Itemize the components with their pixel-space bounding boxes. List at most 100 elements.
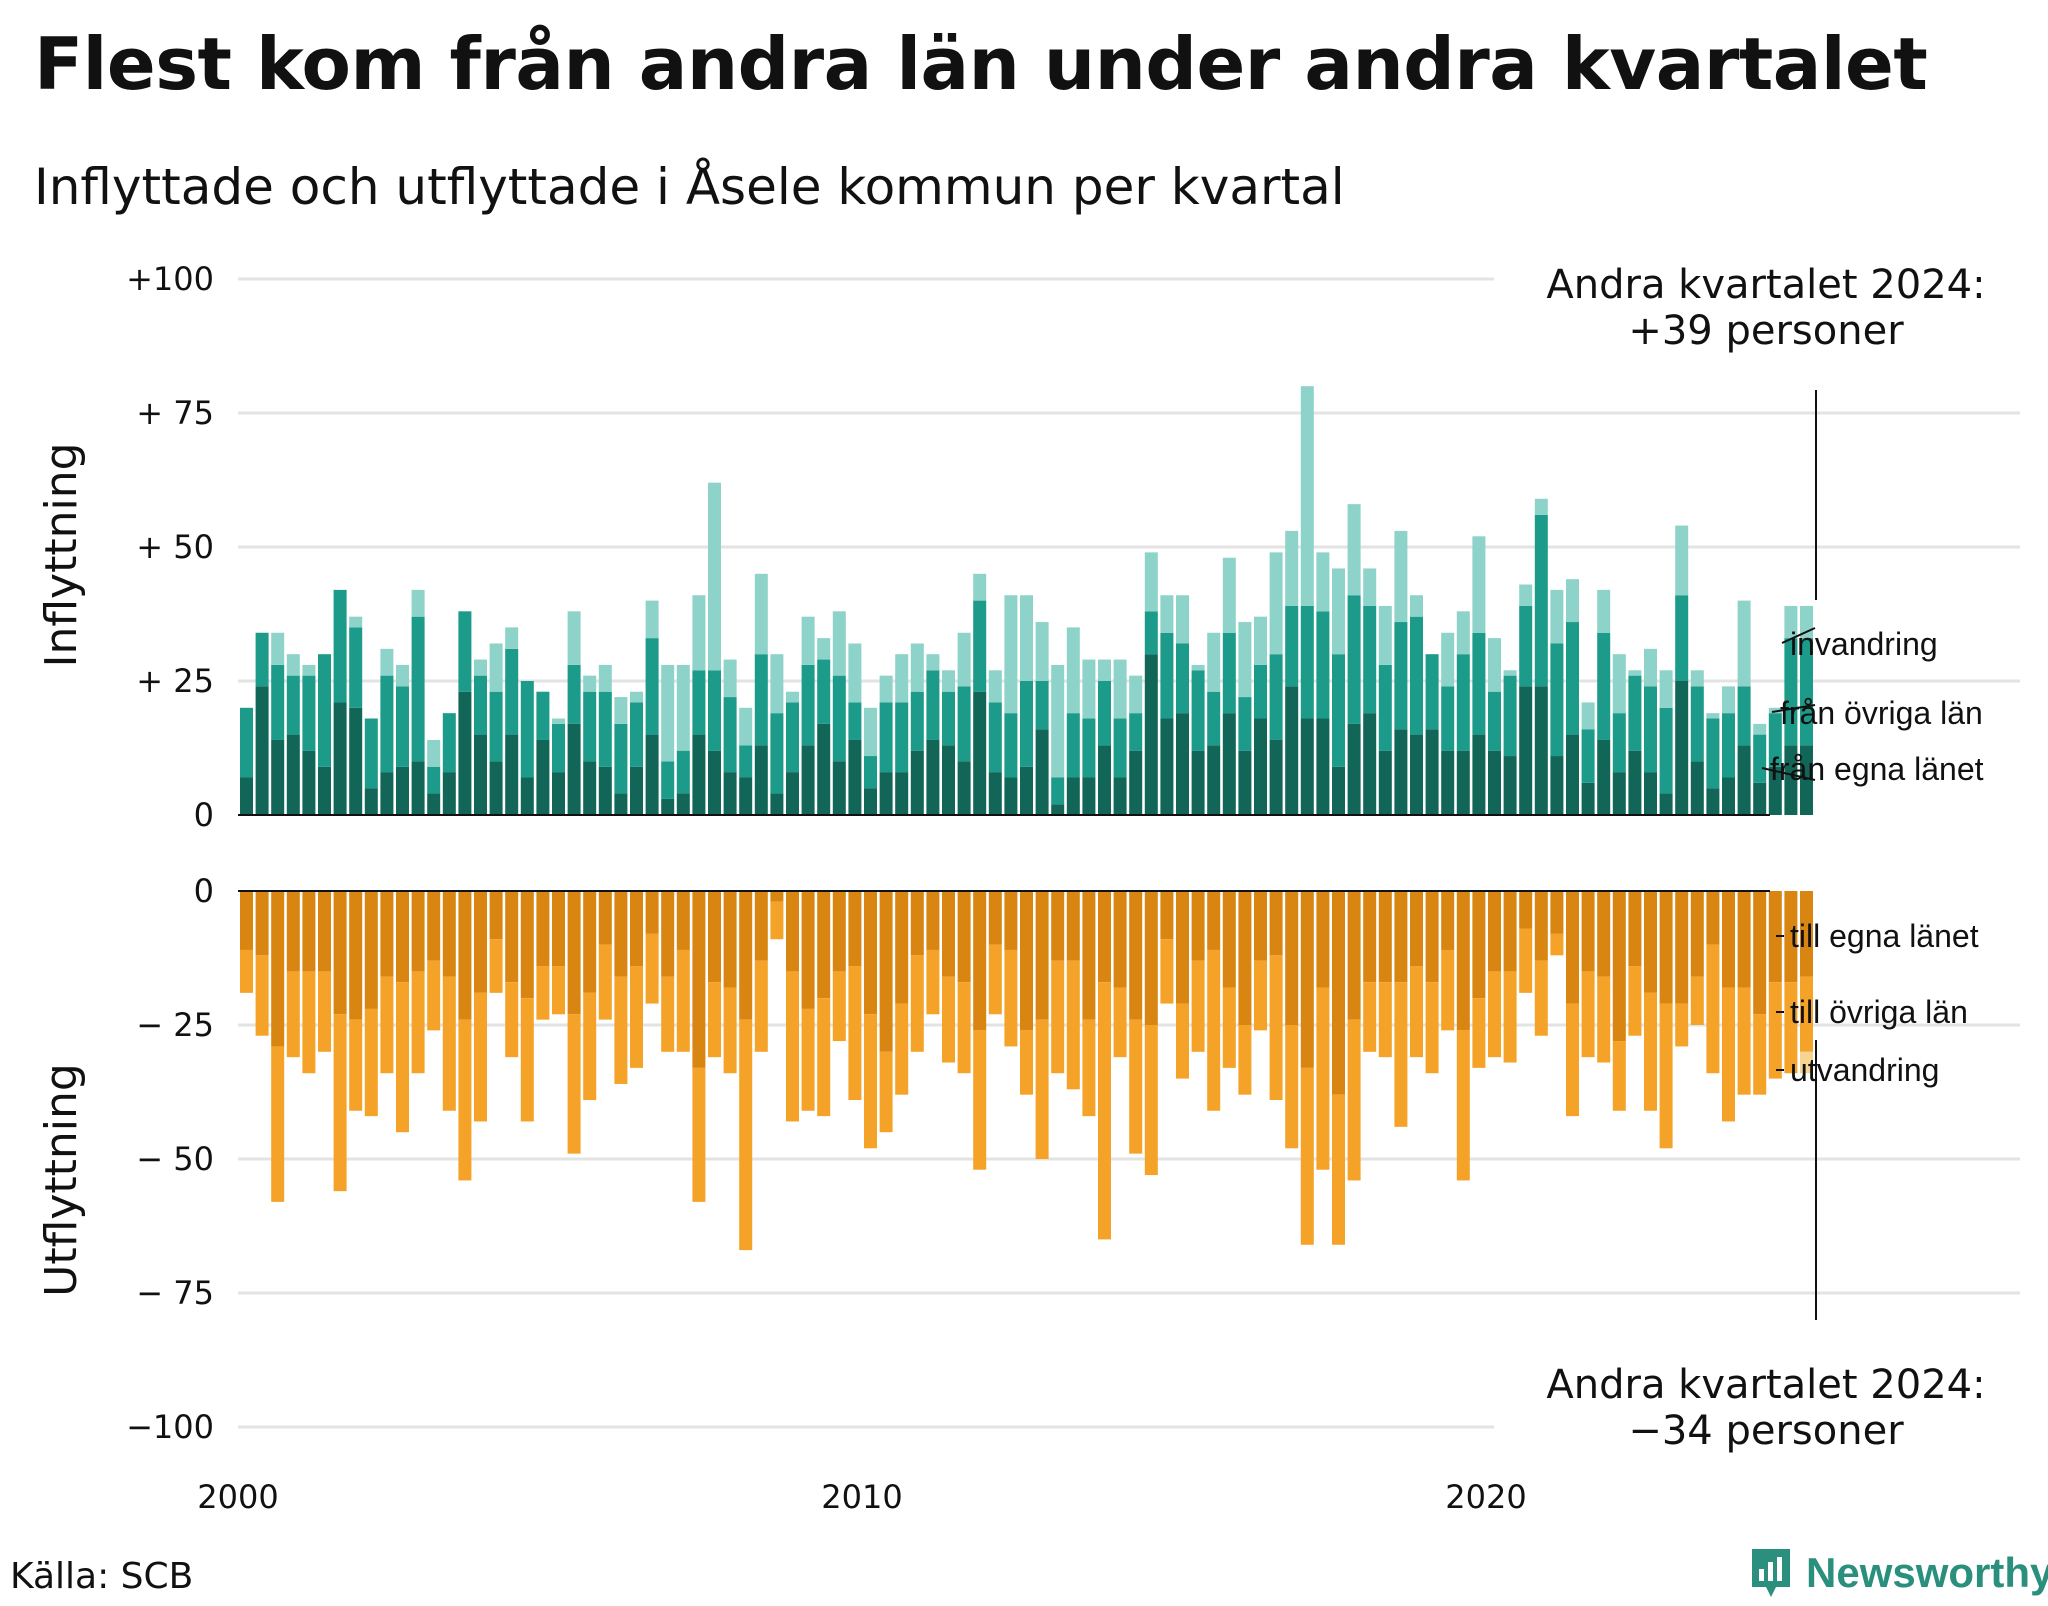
- bar-in-ovriga: [520, 681, 534, 778]
- bar-in-egna: [1098, 745, 1111, 815]
- bar-out-egna: [1176, 891, 1189, 1004]
- bar-in-egna: [1472, 734, 1486, 815]
- bar-out-ovriga: [333, 1014, 347, 1192]
- bar-in-invandring: [848, 643, 862, 703]
- bar-out-egna: [1113, 891, 1127, 988]
- bar-in-invandring: [1644, 648, 1657, 687]
- bar-in-egna: [271, 739, 285, 815]
- bar-out-ovriga: [1269, 955, 1283, 1101]
- bar-in-ovriga: [286, 675, 300, 735]
- bar-out-egna: [739, 891, 753, 1020]
- bar-out-egna: [489, 891, 503, 940]
- bar-out-ovriga: [630, 966, 643, 1068]
- bar-in-egna: [817, 723, 831, 815]
- bar-in-egna: [1394, 729, 1408, 815]
- bar-in-ovriga: [536, 691, 550, 740]
- bar-out-egna: [1566, 891, 1579, 1004]
- bar-in-egna: [1675, 681, 1689, 815]
- bar-in-invandring: [957, 632, 971, 687]
- bar-out-egna: [957, 891, 971, 983]
- bar-in-invandring: [271, 632, 285, 665]
- bar-in-ovriga: [1285, 605, 1299, 687]
- bar-out-ovriga: [255, 955, 269, 1036]
- bar-in-ovriga: [489, 691, 503, 762]
- bar-out-ovriga: [895, 1003, 909, 1095]
- bar-out-ovriga: [1472, 998, 1486, 1068]
- bar-in-egna: [942, 745, 955, 815]
- bar-out-ovriga: [1004, 949, 1018, 1047]
- bar-in-ovriga: [739, 745, 753, 778]
- bar-out-ovriga: [1690, 976, 1704, 1025]
- bar-in-ovriga: [942, 691, 955, 746]
- bar-in-ovriga: [1566, 622, 1579, 735]
- bar-out-egna: [1144, 891, 1158, 1025]
- bar-in-invandring: [505, 627, 519, 649]
- bar-in-egna: [520, 777, 534, 815]
- bar-in-egna: [598, 766, 612, 815]
- bar-in-ovriga: [1254, 664, 1267, 719]
- bar-in-ovriga: [583, 691, 597, 762]
- bar-in-egna: [1597, 739, 1611, 815]
- bar-out-ovriga: [645, 933, 659, 1004]
- bar-in-egna: [380, 772, 394, 815]
- bar-in-invandring: [1176, 595, 1189, 644]
- bar-in-invandring: [1285, 530, 1299, 606]
- bar-in-ovriga: [1332, 654, 1345, 767]
- bar-out-egna: [645, 891, 659, 934]
- bar-in-ovriga: [1004, 713, 1018, 778]
- bar-in-ovriga: [1020, 681, 1033, 767]
- bar-in-invandring: [1550, 589, 1564, 644]
- bar-out-ovriga: [1160, 939, 1174, 1004]
- bar-out-ovriga: [1191, 960, 1205, 1052]
- bar-in-egna: [614, 793, 628, 815]
- bar-out-egna: [1300, 891, 1314, 1068]
- bar-in-ovriga: [661, 761, 675, 799]
- bar-in-egna: [1566, 734, 1579, 815]
- bar-in-egna: [848, 739, 862, 815]
- bar-out-egna: [598, 891, 612, 945]
- bar-in-egna: [1160, 718, 1174, 815]
- bar-in-invandring: [396, 664, 409, 687]
- bar-in-ovriga: [1066, 713, 1080, 778]
- bar-in-invandring: [1066, 627, 1080, 714]
- bar-out-ovriga: [1254, 960, 1267, 1031]
- bar-in-egna: [1644, 772, 1657, 815]
- bar-out-egna: [1285, 891, 1299, 1025]
- bar-in-egna: [1378, 750, 1392, 815]
- bar-in-invandring: [614, 697, 628, 724]
- bar-out-ovriga: [396, 982, 409, 1133]
- bar-in-invandring: [1753, 723, 1767, 735]
- bar-out-ovriga: [1644, 992, 1657, 1111]
- bar-in-ovriga: [240, 707, 253, 778]
- bar-in-invandring: [1612, 654, 1626, 714]
- bar-in-egna: [411, 761, 425, 815]
- bar-out-egna: [1488, 891, 1501, 972]
- bar-out-ovriga: [302, 971, 316, 1074]
- bar-in-egna: [396, 766, 409, 815]
- bar-in-ovriga: [411, 616, 425, 762]
- bar-out-egna: [1690, 891, 1704, 977]
- bar-in-ovriga: [832, 675, 846, 762]
- bar-out-ovriga: [1410, 966, 1423, 1058]
- bar-out-egna: [1238, 891, 1252, 1025]
- bar-in-ovriga: [1690, 686, 1704, 762]
- bar-in-invandring: [910, 643, 924, 692]
- bar-in-ovriga: [1597, 632, 1611, 740]
- bar-out-egna: [1410, 891, 1423, 967]
- bar-in-egna: [1800, 745, 1813, 815]
- bar-in-ovriga: [1347, 595, 1361, 724]
- bar-in-egna: [1363, 713, 1377, 815]
- bar-out-ovriga: [1394, 982, 1408, 1127]
- y-axis-title-utflyttning: Utflyttning: [36, 1063, 87, 1297]
- bar-in-egna: [318, 766, 331, 815]
- bar-in-egna: [536, 739, 550, 815]
- bar-out-egna: [1737, 891, 1751, 988]
- bar-in-ovriga: [988, 702, 1002, 773]
- bar-in-invandring: [879, 675, 893, 703]
- bar-in-ovriga: [910, 691, 924, 751]
- bar-out-egna: [801, 891, 815, 1009]
- bar-out-egna: [1503, 891, 1517, 972]
- bar-in-invandring: [832, 611, 846, 676]
- bar-in-ovriga: [1113, 718, 1127, 778]
- bar-in-invandring: [1581, 702, 1595, 730]
